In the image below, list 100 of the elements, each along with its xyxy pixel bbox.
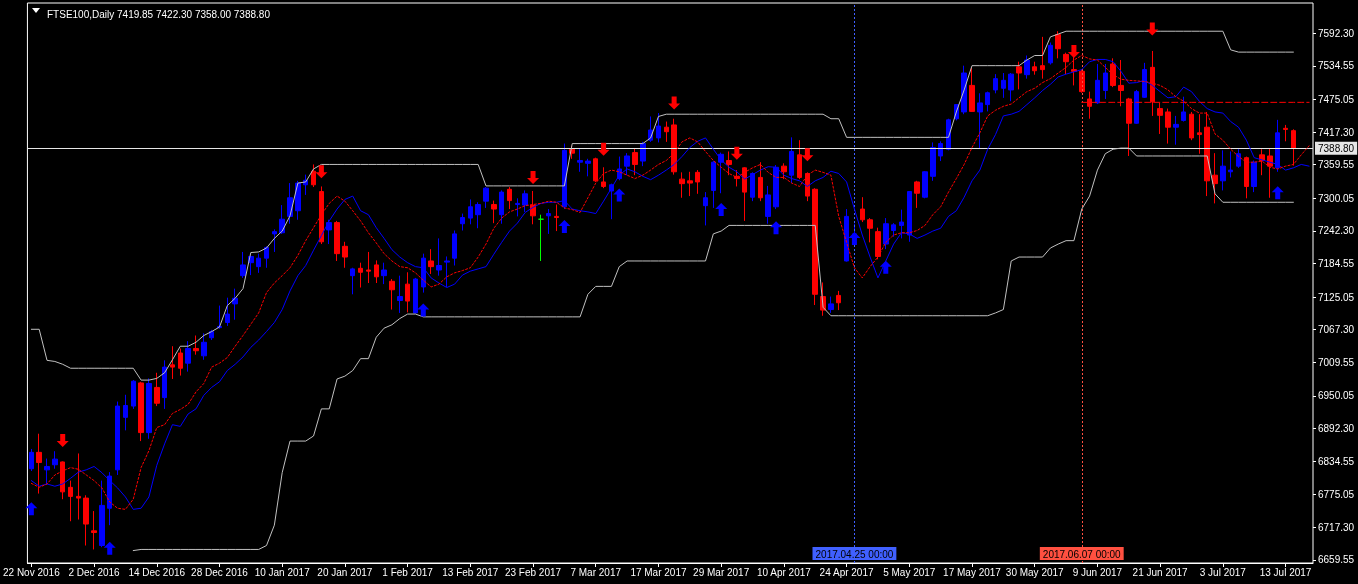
candlestick xyxy=(1236,148,1241,169)
candlestick xyxy=(1008,72,1014,102)
y-tick-label: 7009.55 xyxy=(1318,356,1355,368)
candlestick xyxy=(593,157,598,183)
candlestick xyxy=(985,91,990,112)
y-tick-label: 7534.55 xyxy=(1318,60,1355,72)
candlestick xyxy=(867,217,873,243)
candlestick xyxy=(123,394,128,431)
candlestick xyxy=(483,186,489,209)
candlestick xyxy=(530,190,536,225)
candlestick xyxy=(60,460,65,500)
candlestick xyxy=(1048,42,1053,66)
candlestick xyxy=(789,136,794,184)
point xyxy=(103,541,116,555)
candlestick xyxy=(83,494,89,546)
candlestick xyxy=(185,340,191,373)
candlestick xyxy=(1220,149,1226,191)
x-tick-label: 21 Jun 2017 xyxy=(1132,566,1189,578)
candlestick xyxy=(812,187,818,306)
candlestick xyxy=(1024,55,1030,80)
candlestick xyxy=(193,335,199,356)
candlestick xyxy=(131,379,136,410)
x-tick-label: 10 Jan 2017 xyxy=(254,566,311,578)
x-tick-label: 17 Mar 2017 xyxy=(630,566,687,578)
point xyxy=(801,148,814,162)
y-tick-label: 7242.30 xyxy=(1318,225,1355,237)
point xyxy=(879,260,892,274)
point xyxy=(1271,186,1284,200)
point xyxy=(848,231,861,245)
point xyxy=(730,146,743,160)
y-tick-label: 6775.05 xyxy=(1318,489,1355,501)
candlestick xyxy=(1212,152,1218,204)
candlestick xyxy=(334,220,340,262)
candlestick xyxy=(1055,30,1061,59)
candlestick xyxy=(930,141,936,182)
candlestick xyxy=(726,150,732,176)
candlestick xyxy=(601,166,606,189)
x-tick-label: 9 Jun 2017 xyxy=(1072,566,1123,578)
candlestick xyxy=(29,448,34,472)
candlestick xyxy=(1173,115,1179,146)
candlestick xyxy=(507,186,512,210)
point xyxy=(1067,45,1080,59)
candlestick xyxy=(295,180,301,221)
candlestick xyxy=(421,253,426,294)
y-tick-label: 6834.55 xyxy=(1318,455,1355,467)
x-tick-label: 22 Nov 2016 xyxy=(2,566,61,578)
candlestick xyxy=(1189,111,1194,141)
x-tick-label: 7 Mar 2017 xyxy=(570,566,622,578)
candlestick xyxy=(977,92,983,150)
x-tick-label: 30 May 2017 xyxy=(1005,566,1065,578)
y-tick-label: 7475.05 xyxy=(1318,94,1355,105)
y-tick-label: 7359.55 xyxy=(1318,159,1355,171)
candlestick xyxy=(162,359,167,410)
candlestick xyxy=(326,219,332,245)
candlestick xyxy=(687,171,693,197)
candlestick xyxy=(734,169,740,187)
point xyxy=(613,188,626,202)
candlestick xyxy=(875,227,881,260)
candlestick xyxy=(742,166,747,222)
candlestick xyxy=(319,185,324,245)
candlestick xyxy=(170,345,175,380)
candlestick xyxy=(1142,62,1147,99)
candlestick xyxy=(750,171,755,202)
candlestick xyxy=(405,271,410,313)
candlestick xyxy=(1103,63,1108,100)
candlestick xyxy=(256,253,261,274)
candlestick xyxy=(938,140,943,162)
candlestick xyxy=(468,198,473,225)
candlestick xyxy=(585,158,591,177)
candlestick xyxy=(342,241,348,269)
x-tick-label: 17 May 2017 xyxy=(943,566,1002,578)
candlestick xyxy=(907,190,912,243)
candlestick xyxy=(1165,108,1171,145)
candlestick xyxy=(1181,96,1186,123)
candlestick xyxy=(397,275,403,314)
candlestick xyxy=(225,297,230,327)
candlestick xyxy=(546,208,551,235)
candlestick xyxy=(1016,61,1022,90)
candlestick xyxy=(1197,113,1202,155)
candlestick xyxy=(138,381,144,442)
candlestick xyxy=(671,118,677,176)
candlestick xyxy=(695,169,700,195)
candlestick xyxy=(1204,111,1210,197)
x-tick-label: 2 Dec 2016 xyxy=(68,566,121,578)
candlestick xyxy=(1275,119,1280,173)
candlestick xyxy=(993,73,998,94)
candlestick xyxy=(389,278,395,311)
candlestick xyxy=(624,152,630,176)
candlestick xyxy=(1291,128,1296,167)
candlestick xyxy=(640,141,646,167)
candlestick xyxy=(452,230,457,266)
candlestick xyxy=(428,248,434,275)
candlestick xyxy=(154,372,160,407)
candlestick xyxy=(1134,89,1139,125)
candlestick xyxy=(781,162,787,180)
x-tick-label: 1 Feb 2017 xyxy=(382,566,434,578)
candlestick xyxy=(1228,150,1233,178)
candlestick xyxy=(718,152,724,194)
y-tick-label: 7067.30 xyxy=(1318,324,1355,336)
point xyxy=(417,303,430,317)
